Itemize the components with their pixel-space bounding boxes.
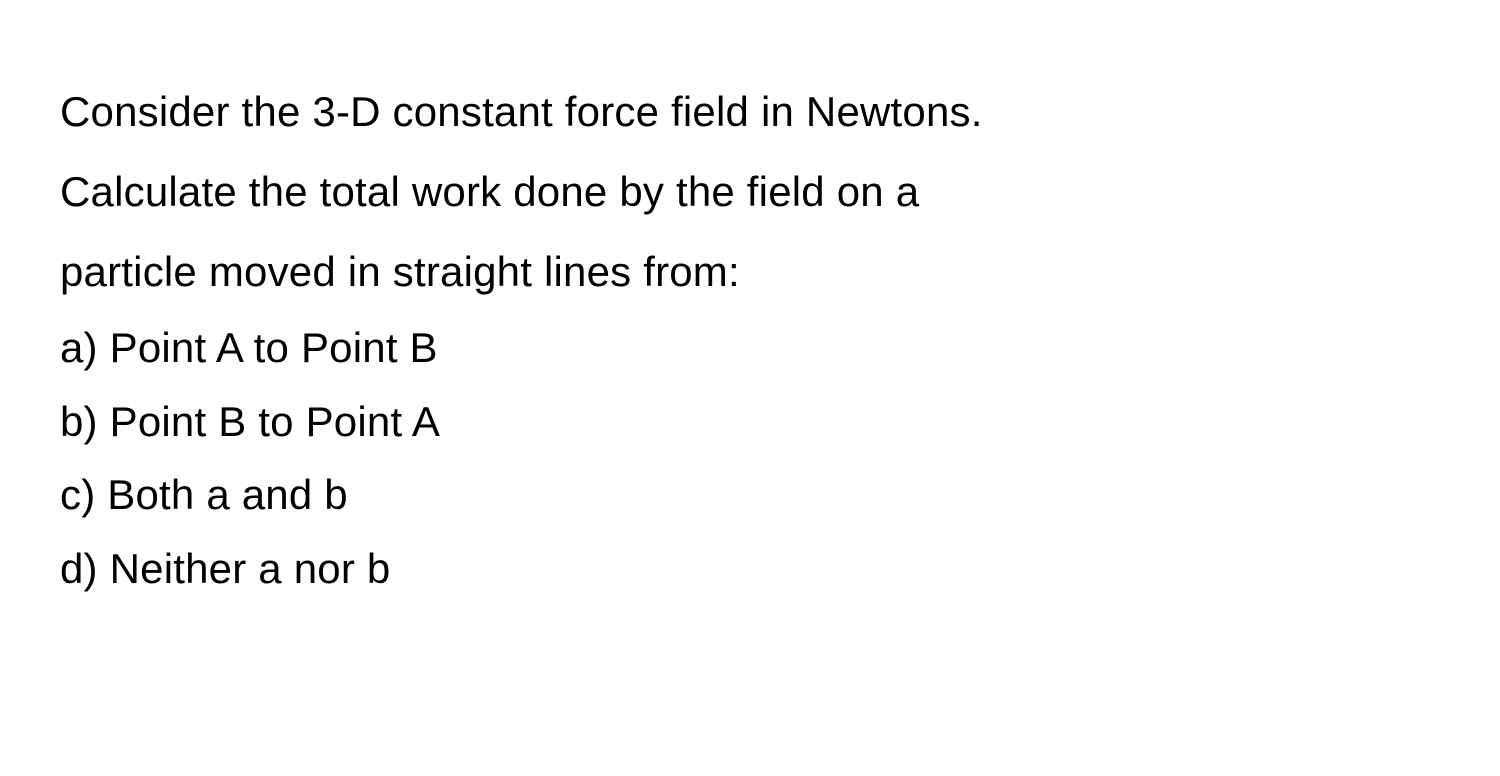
prompt-line-2: Calculate the total work done by the fie… bbox=[60, 152, 1440, 232]
option-d: d) Neither a nor b bbox=[60, 532, 1440, 606]
option-b: b) Point B to Point A bbox=[60, 385, 1440, 459]
prompt-line-3: particle moved in straight lines from: bbox=[60, 232, 1440, 312]
option-c: c) Both a and b bbox=[60, 458, 1440, 532]
question-block: Consider the 3-D constant force field in… bbox=[0, 0, 1500, 605]
prompt-line-1: Consider the 3-D constant force field in… bbox=[60, 72, 1440, 152]
option-a: a) Point A to Point B bbox=[60, 311, 1440, 385]
options-list: a) Point A to Point B b) Point B to Poin… bbox=[60, 311, 1440, 605]
